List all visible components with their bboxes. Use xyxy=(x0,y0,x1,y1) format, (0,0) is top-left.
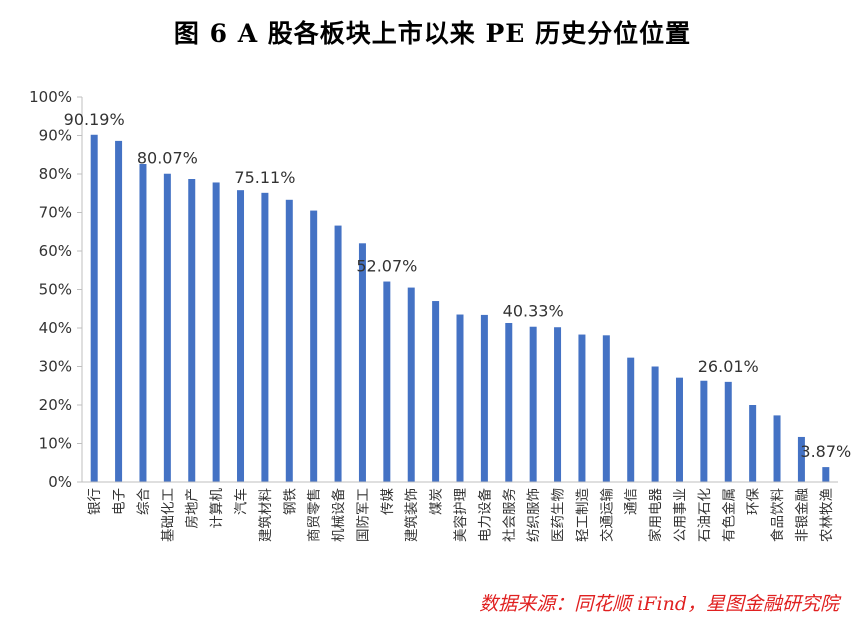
x-tick-label: 美容护理 xyxy=(452,488,469,542)
y-tick-label: 80% xyxy=(39,165,72,183)
x-tick-label: 交通运输 xyxy=(598,488,615,542)
bar xyxy=(432,301,440,482)
data-label: 90.19% xyxy=(64,110,125,129)
bar xyxy=(602,335,610,482)
x-tick-label: 房地产 xyxy=(185,488,201,529)
x-tick-label: 农林牧渔 xyxy=(819,488,835,542)
y-tick-label: 20% xyxy=(39,396,72,414)
x-tick-label: 有色金属 xyxy=(720,488,737,542)
bar xyxy=(773,415,781,482)
source-note: 数据来源：同花顺 iFind，星图金融研究院 xyxy=(479,593,839,615)
x-tick-label: 商贸零售 xyxy=(307,488,323,542)
bar xyxy=(651,366,659,482)
data-labels: 90.19% 80.07% 75.11% 52.07% 40.33% 26.01% 3.87… xyxy=(64,110,852,461)
x-tick-label: 石油石化 xyxy=(697,488,713,542)
y-tick-label: 70% xyxy=(39,204,72,222)
x-tick-label: 轻工制造 xyxy=(575,488,591,542)
bar xyxy=(212,182,220,482)
bar xyxy=(237,190,245,483)
x-tick-label: 食品饮料 xyxy=(769,488,786,542)
bar xyxy=(407,287,415,482)
bar xyxy=(383,281,391,482)
x-tick-label: 公用事业 xyxy=(672,488,688,542)
x-tick-label: 建筑装饰 xyxy=(404,488,420,542)
bar xyxy=(505,322,513,482)
bar xyxy=(529,326,537,482)
x-axis: 银行 电子 综合 基础化工 房地产 计算机 汽车 建筑材料 钢铁 商贸零售 机械设备 国防军工 传媒 建筑… xyxy=(82,481,838,542)
x-tick-label: 通信 xyxy=(624,488,640,515)
y-tick-label: 90% xyxy=(39,127,72,145)
y-tick-label: 100% xyxy=(29,88,72,106)
data-label: 3.87% xyxy=(800,442,851,461)
x-tick-label: 国防军工 xyxy=(355,488,371,542)
bar xyxy=(163,173,171,482)
bar xyxy=(797,436,805,482)
y-tick-label: 30% xyxy=(39,358,72,376)
bar xyxy=(139,163,147,483)
bar xyxy=(480,314,488,482)
chart-title: 图 6 A 股各板块上市以来 PE 历史分位位置 xyxy=(173,19,692,48)
data-label: 52.07% xyxy=(356,257,417,276)
x-tick-label: 非银金融 xyxy=(794,488,810,542)
x-tick-label: 机械设备 xyxy=(330,488,347,542)
bar xyxy=(115,140,123,482)
bar xyxy=(822,467,830,482)
bar xyxy=(627,357,635,482)
bar xyxy=(358,243,366,482)
y-tick-label: 0% xyxy=(48,473,72,491)
x-tick-label: 纺织服饰 xyxy=(526,488,542,542)
bar xyxy=(456,314,464,482)
data-label: 75.11% xyxy=(234,168,295,187)
bar xyxy=(724,381,732,482)
bar xyxy=(285,199,293,483)
x-tick-label: 基础化工 xyxy=(159,488,176,542)
data-label: 80.07% xyxy=(137,149,198,168)
x-tick-label: 环保 xyxy=(746,488,762,515)
data-label: 26.01% xyxy=(698,357,759,376)
x-tick-label: 银行 xyxy=(87,488,103,515)
x-tick-label: 传媒 xyxy=(380,488,396,515)
x-tick-label: 计算机 xyxy=(209,488,225,529)
bar xyxy=(700,380,708,482)
x-tick-label: 家用电器 xyxy=(647,488,664,542)
y-tick-label: 40% xyxy=(39,319,72,337)
x-tick-label: 汽车 xyxy=(233,488,250,515)
bar xyxy=(261,192,269,482)
x-tick-label: 电力设备 xyxy=(476,488,493,542)
x-tick-label: 社会服务 xyxy=(502,488,518,542)
y-tick-label: 60% xyxy=(39,242,72,260)
y-tick-label: 50% xyxy=(39,281,72,299)
x-tick-label: 电子 xyxy=(112,488,128,515)
x-tick-label: 医药生物 xyxy=(551,488,567,542)
bar xyxy=(675,377,683,482)
x-tick-label: 综合 xyxy=(136,488,152,515)
bar xyxy=(554,327,562,482)
y-axis: 0% 10% 20% 30% 40% 50% 60% 70% 80% 90% 100% xyxy=(29,88,83,491)
y-tick-label: 10% xyxy=(39,435,72,453)
bar xyxy=(334,225,342,482)
bars xyxy=(90,134,830,483)
bar xyxy=(578,334,586,482)
bar xyxy=(188,179,196,482)
x-tick-label: 建筑材料 xyxy=(258,488,274,542)
x-tick-label: 煤炭 xyxy=(429,488,445,515)
x-tick-label: 钢铁 xyxy=(282,488,298,515)
bar xyxy=(310,210,318,482)
bar xyxy=(749,405,757,482)
data-label: 40.33% xyxy=(503,302,564,321)
bar xyxy=(90,134,98,482)
